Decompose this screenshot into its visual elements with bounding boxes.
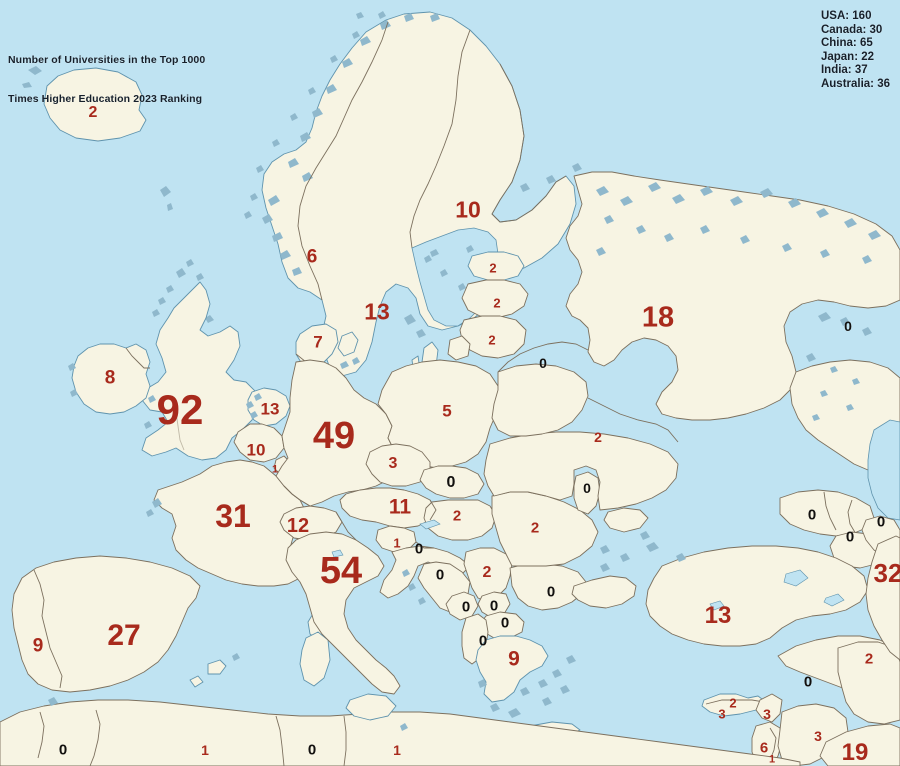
legend-item-usa: USA: 160 [820,10,872,22]
external-countries-legend: USA: 160 Canada: 30 China: 65 Japan: 22 … [821,10,890,92]
legend-item-india: India: 37 [820,64,868,77]
legend-item-japan: Japan: 22 [820,50,875,63]
map-title: Number of Universities in the Top 1000 T… [8,28,205,132]
legend-item-australia: Australia: 36 [820,77,890,90]
map-title-line1: Number of Universities in the Top 1000 [8,54,206,66]
legend-item-china: China: 65 [820,37,873,50]
map-title-line2: Times Higher Education 2023 Ranking [8,93,203,105]
legend-item-canada: Canada: 30 [820,23,883,36]
